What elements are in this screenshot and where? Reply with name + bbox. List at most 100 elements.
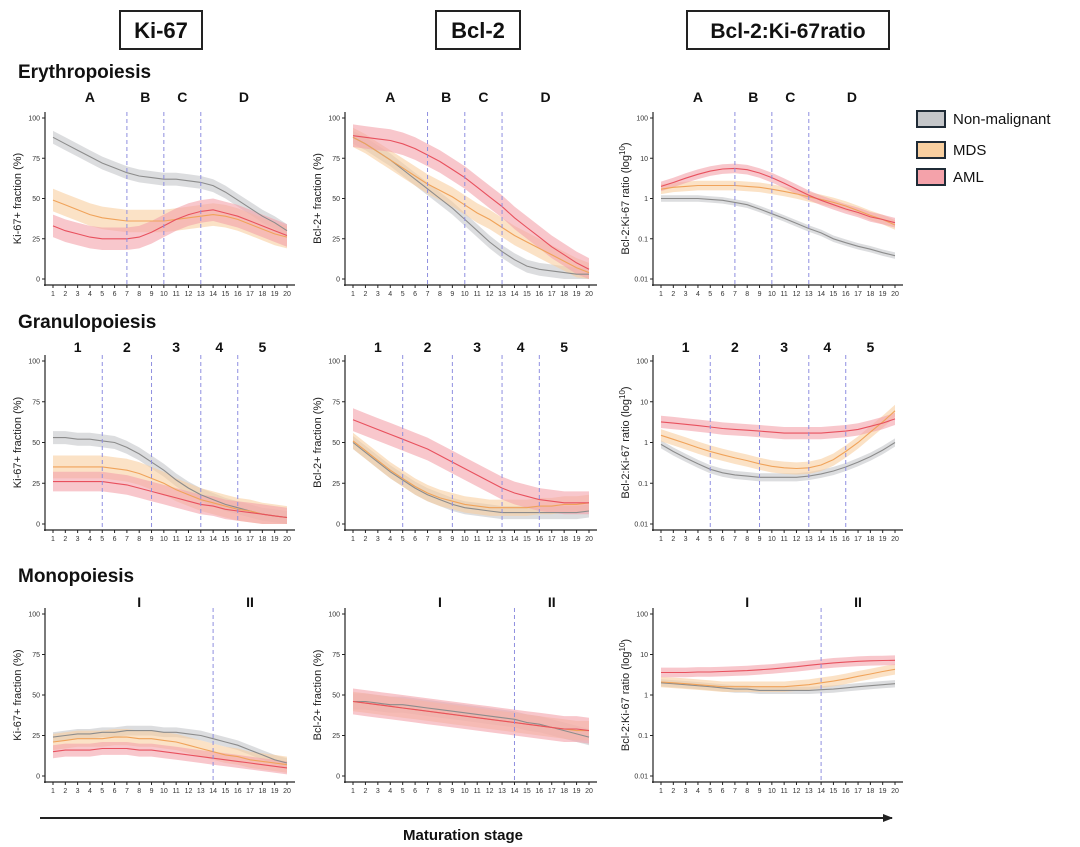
x-tick-label: 3 <box>76 536 80 543</box>
line-mds <box>352 440 590 509</box>
x-tick-label: 15 <box>222 788 230 795</box>
x-tick-label: 7 <box>125 788 129 795</box>
stage-label: 5 <box>866 339 874 355</box>
x-tick-label: 19 <box>573 291 581 298</box>
x-tick-label: 16 <box>535 536 543 543</box>
x-tick-label: 18 <box>866 536 874 543</box>
y-tick-label: 1 <box>644 440 648 447</box>
x-tick-label: 19 <box>573 536 581 543</box>
x-tick-label: 3 <box>76 291 80 298</box>
x-tick-label: 18 <box>258 291 266 298</box>
x-tick-label: 11 <box>781 536 788 543</box>
x-tick-label: 3 <box>684 788 688 795</box>
stage-label: II <box>854 594 862 610</box>
x-tick-label: 11 <box>474 536 481 543</box>
x-tick-label: 12 <box>486 291 494 298</box>
y-tick-label: 0.1 <box>638 733 648 740</box>
x-tick-label: 15 <box>523 291 531 298</box>
x-tick-label: 12 <box>185 788 193 795</box>
x-tick-label: 20 <box>283 788 291 795</box>
y-tick-label: 0.01 <box>634 522 648 529</box>
band-aml <box>353 688 589 744</box>
x-tick-label: 9 <box>758 788 762 795</box>
x-tick-label: 19 <box>573 788 581 795</box>
x-tick-label: 19 <box>271 291 279 298</box>
x-tick-label: 3 <box>376 536 380 543</box>
x-tick-label: 17 <box>246 536 254 543</box>
x-tick-label: 12 <box>793 788 801 795</box>
y-axis-label: Ki-67+ fraction (%) <box>12 397 24 488</box>
x-tick-label: 10 <box>768 536 776 543</box>
line-aml <box>52 209 288 240</box>
x-tick-label: 4 <box>388 788 392 795</box>
x-tick-label: 17 <box>246 788 254 795</box>
x-tick-label: 12 <box>486 788 494 795</box>
x-tick-label: 5 <box>401 291 405 298</box>
x-tick-label: 1 <box>351 291 355 298</box>
x-tick-label: 19 <box>271 788 279 795</box>
x-tick-label: 14 <box>817 788 825 795</box>
x-tick-label: 2 <box>671 291 675 298</box>
x-tick-label: 15 <box>830 291 838 298</box>
x-tick-label: 9 <box>150 291 154 298</box>
y-tick-label: 100 <box>28 612 40 619</box>
band-aml <box>53 742 287 775</box>
x-tick-label: 15 <box>830 536 838 543</box>
stage-label: C <box>177 89 187 105</box>
x-tick-label: 15 <box>222 536 230 543</box>
x-tick-label: 20 <box>283 291 291 298</box>
band-mds <box>661 180 895 230</box>
y-axis-label: Ki-67+ fraction (%) <box>12 649 24 740</box>
x-tick-label: 8 <box>137 291 141 298</box>
y-tick-label: 100 <box>328 116 340 123</box>
line-non-malignant <box>660 442 896 478</box>
x-tick-label: 7 <box>426 291 430 298</box>
line-aml <box>53 481 288 519</box>
x-tick-label: 9 <box>758 291 762 298</box>
x-tick-label: 16 <box>842 536 850 543</box>
line-non-malignant <box>352 442 590 514</box>
stage-label: 5 <box>258 339 266 355</box>
x-tick-label: 4 <box>696 788 700 795</box>
x-tick-label: 2 <box>671 788 675 795</box>
stage-label: 4 <box>823 339 831 355</box>
y-tick-label: 0 <box>336 774 340 781</box>
x-tick-label: 16 <box>535 788 543 795</box>
x-tick-label: 4 <box>88 788 92 795</box>
band-non-malignant <box>661 438 895 482</box>
x-tick-label: 15 <box>523 788 531 795</box>
x-tick-label: 1 <box>51 291 55 298</box>
x-tick-label: 10 <box>160 536 168 543</box>
line-mds <box>660 668 896 688</box>
line-aml <box>660 418 896 434</box>
stage-label: B <box>748 89 758 105</box>
line-non-malignant <box>52 730 288 764</box>
stage-label: 3 <box>172 339 180 355</box>
x-tick-label: 14 <box>209 788 217 795</box>
x-tick-label: 13 <box>197 291 205 298</box>
x-tick-label: 4 <box>88 291 92 298</box>
x-tick-label: 1 <box>659 788 663 795</box>
x-tick-label: 15 <box>222 291 230 298</box>
line-aml <box>660 167 896 224</box>
x-tick-label: 4 <box>696 291 700 298</box>
line-mds <box>660 184 896 226</box>
x-tick-label: 3 <box>376 788 380 795</box>
x-tick-label: 5 <box>708 291 712 298</box>
x-tick-label: 17 <box>548 536 556 543</box>
line-aml <box>352 135 590 270</box>
column-header-box <box>435 10 521 50</box>
y-tick-label: 75 <box>32 652 40 659</box>
stage-label: B <box>441 89 451 105</box>
x-tick-label: 16 <box>842 788 850 795</box>
y-tick-label: 1 <box>644 196 648 203</box>
line-aml <box>661 659 896 674</box>
x-tick-label: 17 <box>854 536 862 543</box>
x-tick-label: 20 <box>891 536 899 543</box>
x-tick-label: 3 <box>376 291 380 298</box>
y-tick-label: 100 <box>328 612 340 619</box>
y-tick-label: 10 <box>640 399 648 406</box>
x-tick-label: 7 <box>125 536 129 543</box>
